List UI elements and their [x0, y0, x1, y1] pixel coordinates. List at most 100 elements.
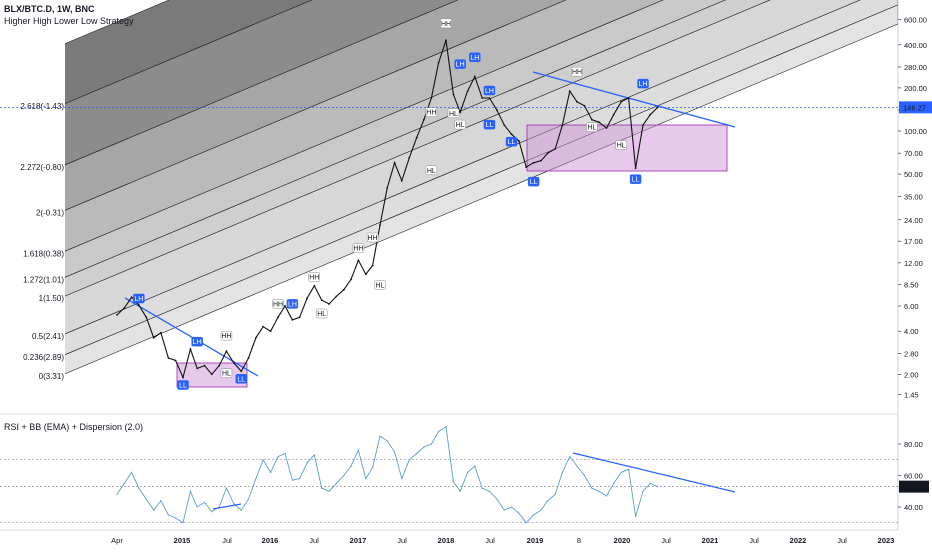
price-point — [554, 148, 557, 150]
rsi-point — [459, 490, 461, 492]
swing-label-text: HH — [368, 235, 378, 242]
rsi-point — [247, 498, 250, 500]
rsi-point — [233, 503, 235, 505]
swing-label-text: HL — [449, 111, 458, 118]
price-point — [145, 316, 148, 319]
fib-level-label: 1.272(1.01) — [23, 275, 64, 284]
price-axis-label: 70.00 — [904, 149, 923, 158]
price-axis-label: 400.00 — [904, 41, 927, 50]
price-point — [350, 278, 352, 281]
price-point — [598, 121, 600, 124]
swing-label-text: LH — [485, 88, 494, 95]
rsi-point — [525, 522, 527, 524]
swing-label-lh: LH — [637, 78, 649, 89]
price-point — [240, 370, 243, 373]
price-point — [269, 330, 272, 333]
swing-label-box — [308, 272, 321, 282]
swing-label-text: HL — [427, 168, 436, 175]
price-point — [473, 75, 476, 78]
rsi-point — [598, 490, 600, 492]
swing-label-hh: HH — [425, 107, 438, 117]
price-point — [583, 104, 586, 107]
rsi-point — [613, 482, 615, 484]
fib-level-label: 0.5(2.41) — [32, 332, 64, 341]
time-axis-label: 2022 — [790, 536, 807, 545]
rsi-point — [408, 459, 410, 461]
swing-label-box — [133, 293, 145, 304]
time-axis-label: 2019 — [527, 536, 544, 545]
swing-label-box — [586, 122, 598, 132]
price-point — [284, 305, 286, 307]
rsi-point — [438, 430, 440, 432]
price-axis-label: 24.00 — [904, 216, 923, 225]
price-point — [313, 284, 316, 287]
price-point — [466, 90, 469, 92]
rsi-point — [372, 467, 374, 469]
price-point — [415, 136, 418, 139]
price-point — [620, 100, 623, 103]
rsi-point — [510, 506, 513, 508]
fib-channel-group — [59, 0, 899, 377]
rsi-point — [635, 515, 637, 518]
swing-label-hl: HL — [447, 108, 460, 119]
swing-label-hl: HL — [454, 119, 466, 130]
price-point — [364, 273, 367, 276]
swing-label-box — [483, 85, 496, 96]
price-point — [328, 303, 330, 305]
swing-label-lh: LH — [454, 59, 466, 69]
price-axis-label: 2.80 — [904, 349, 919, 358]
rsi-point — [189, 490, 191, 492]
swing-label-hl: HL — [586, 122, 598, 132]
consolidation-box-2019 — [526, 124, 728, 172]
price-point — [518, 140, 520, 143]
price-point — [437, 61, 440, 64]
rsi-uptrend-line — [212, 503, 242, 510]
swing-label-text: HH — [309, 274, 319, 281]
price-point — [642, 124, 644, 126]
swing-label-hl: HL — [425, 165, 438, 176]
fib-level-label: 0.236(2.89) — [23, 353, 64, 362]
price-axis-label: 200.00 — [904, 84, 927, 93]
rsi-point — [583, 474, 586, 477]
swing-label-hl: HL — [315, 308, 328, 319]
fib-level-label: 1(1.50) — [39, 294, 65, 303]
price-point — [612, 113, 615, 116]
swing-label-box — [469, 52, 481, 63]
price-point — [649, 113, 652, 116]
price-point — [481, 97, 484, 99]
swing-label-text: HH — [572, 69, 582, 76]
swing-label-ll: LL — [177, 380, 189, 390]
swing-label-box — [220, 330, 233, 341]
swing-label-box — [366, 232, 379, 243]
rsi-point — [605, 495, 608, 497]
price-point — [605, 127, 608, 129]
rsi-point — [116, 493, 118, 495]
price-point — [160, 331, 162, 334]
swing-label-box — [191, 336, 203, 347]
swing-label-ll: LL — [527, 176, 540, 187]
swing-label-lh: LH — [483, 85, 496, 96]
price-point — [525, 166, 528, 169]
fib-level-label: 0(3.31) — [39, 372, 65, 381]
price-point — [656, 106, 659, 109]
rsi-point — [343, 474, 345, 477]
fib-level-label: 2(-0.31) — [36, 208, 64, 217]
price-point — [320, 299, 323, 301]
rsi-point — [474, 465, 476, 467]
price-point — [393, 161, 396, 164]
price-axis-label: 1.45 — [904, 390, 919, 399]
swing-label-box — [286, 299, 299, 309]
swing-label-box — [315, 308, 328, 319]
swing-label-box — [454, 59, 466, 69]
rsi-point — [321, 487, 323, 489]
price-axis-label: 100.00 — [904, 127, 927, 136]
price-point — [152, 336, 155, 339]
time-axis-label: 2020 — [614, 536, 631, 545]
swing-label-hh: HH — [352, 243, 365, 253]
fib-level-label: 1.618(0.38) — [23, 249, 64, 258]
swing-label-text: HL — [317, 311, 326, 318]
rsi-point — [328, 490, 330, 492]
swing-label-box — [235, 374, 248, 384]
rsi-point — [204, 501, 206, 503]
